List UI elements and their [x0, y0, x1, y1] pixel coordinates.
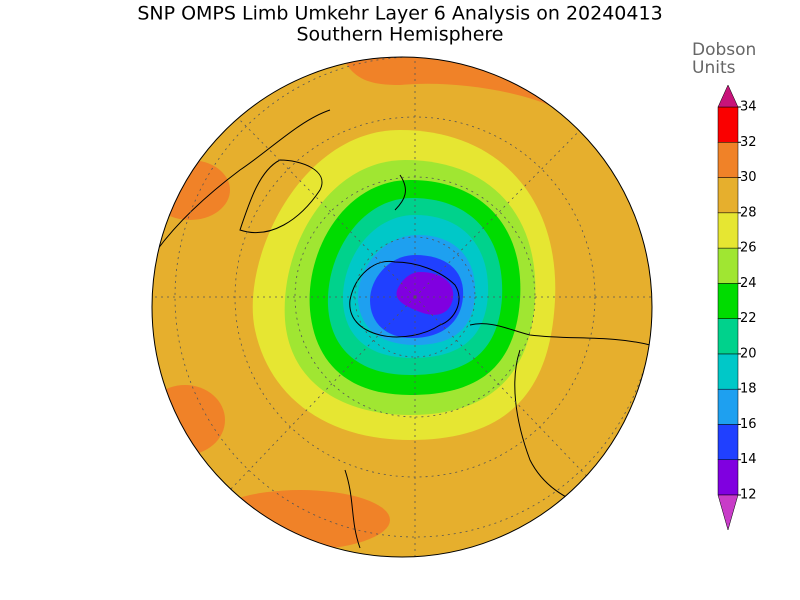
contour-12 [396, 272, 454, 315]
colorbar: 12 14 16 18 20 22 24 26 28 30 32 34 [717, 84, 757, 531]
high-patch [152, 160, 230, 220]
high-patch [210, 490, 390, 550]
colorbar-tick-label: 26 [740, 241, 757, 256]
colorbar-segment [717, 353, 739, 390]
colorbar-tick-label: 24 [740, 276, 757, 291]
graticule [152, 57, 652, 557]
colorbar-tick-label: 32 [740, 135, 757, 150]
colorbar-tick-label: 34 [740, 100, 757, 115]
title: SNP OMPS Limb Umkehr Layer 6 Analysis on… [137, 3, 662, 25]
colorbar-tick-label: 16 [740, 417, 757, 432]
subtitle: Southern Hemisphere [296, 24, 503, 46]
colorbar-tick-label: 12 [740, 488, 757, 503]
colorbar-tick-label: 22 [740, 311, 757, 326]
colorbar-tick-label: 18 [740, 382, 757, 397]
colorbar-segment [717, 177, 739, 214]
colorbar-tick-label: 20 [740, 346, 757, 361]
colorbar-segment [717, 247, 739, 284]
colorbar-tick-label: 14 [740, 452, 757, 467]
coastlines [152, 109, 651, 549]
colorbar-label: Units [692, 58, 736, 78]
colorbar-segment [717, 283, 739, 319]
colorbar-segment [717, 106, 739, 143]
colorbar-tick-label: 28 [740, 205, 757, 220]
colorbar-over [717, 84, 739, 108]
colorbar-segment [717, 318, 739, 355]
colorbar-segment [717, 424, 739, 460]
high-patch [152, 385, 225, 455]
colorbar-under [717, 494, 739, 531]
map-border [151, 56, 653, 558]
colorbar-segment [717, 388, 739, 425]
colorbar-tick-label: 30 [740, 170, 757, 185]
colorbar-segment [717, 212, 739, 249]
colorbar-label: Dobson [692, 40, 756, 60]
ozone-map [152, 57, 652, 557]
colorbar-segment [717, 459, 739, 496]
colorbar-segment [717, 142, 739, 178]
